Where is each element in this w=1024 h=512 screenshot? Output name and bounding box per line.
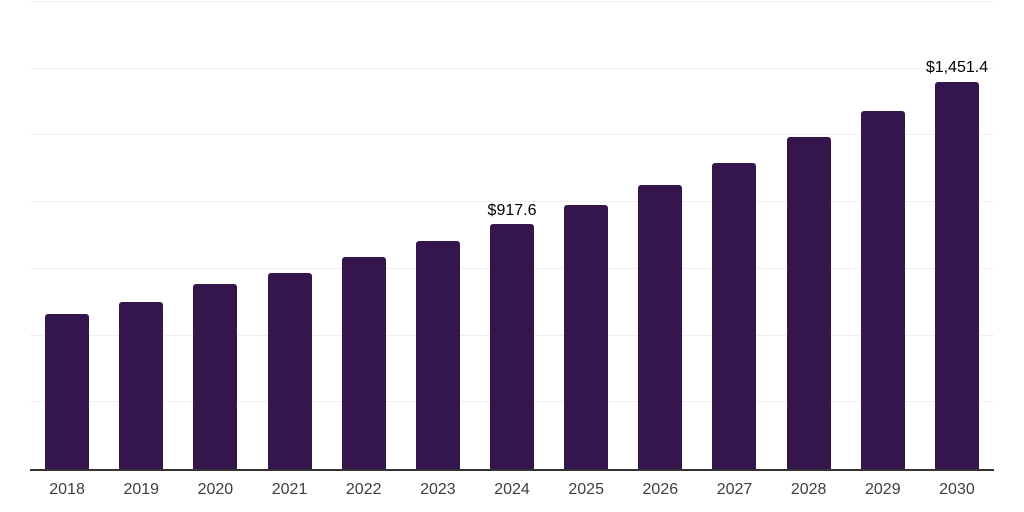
bar-slot-2021 — [252, 2, 326, 469]
bar-slot-2026 — [623, 2, 697, 469]
x-tick-label-2023: 2023 — [420, 481, 456, 498]
x-tick-label-2020: 2020 — [197, 481, 234, 498]
bar-slot-2025 — [549, 2, 623, 469]
x-axis: 2018 2019 2020 2021 2022 2023 2024 2025 2026 2027… — [30, 471, 994, 512]
bar-slot-2024: $917.6 — [475, 2, 549, 469]
bar-slot-2019 — [104, 2, 178, 469]
x-tick-label-2019: 2019 — [123, 481, 160, 498]
bar-slot-2018 — [30, 2, 104, 469]
x-tick-label-2027: 2027 — [716, 481, 753, 498]
x-tick-label-2025: 2025 — [568, 481, 604, 498]
data-label-2030: $1,451.4 — [925, 59, 989, 77]
x-tick-label-2022: 2022 — [345, 481, 382, 498]
bar-2022 — [341, 257, 386, 469]
bar-2021 — [267, 273, 312, 469]
bar-2025 — [564, 205, 609, 469]
bar-slot-2022 — [327, 2, 401, 469]
bar-slot-2027 — [697, 2, 771, 469]
bar-slot-2028 — [772, 2, 846, 469]
x-tick-label-2028: 2028 — [790, 481, 827, 498]
bar-2028 — [786, 137, 831, 469]
bar-2020 — [193, 284, 238, 469]
x-tick-label-2024: 2024 — [494, 481, 530, 498]
x-tick-label-2026: 2026 — [642, 481, 679, 498]
bar-2029 — [860, 110, 905, 469]
x-tick-label-2030: 2030 — [939, 481, 975, 498]
bar-2027 — [712, 162, 757, 469]
bar-slot-2030: $1,451.4 — [920, 2, 994, 469]
bar-2026 — [638, 184, 683, 469]
data-label-2024: $917.6 — [487, 201, 537, 219]
bar-slot-2029 — [846, 2, 920, 469]
bar-2018 — [45, 313, 90, 469]
plot-area: $917.6 $1,451.4 — [30, 1, 994, 471]
x-tick-label-2021: 2021 — [271, 481, 308, 498]
bar-slot-2023 — [401, 2, 475, 469]
bar-2024: $917.6 — [488, 202, 536, 469]
bar-2023 — [415, 240, 460, 469]
bar-slot-2020 — [178, 2, 252, 469]
x-tick-label-2018: 2018 — [49, 481, 85, 498]
x-tick-label-2029: 2029 — [865, 481, 901, 498]
bar-2030: $1,451.4 — [926, 59, 988, 469]
bar-2019 — [119, 302, 164, 469]
